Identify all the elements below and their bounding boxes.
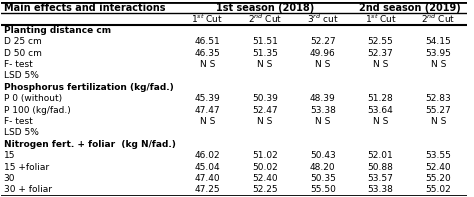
Text: 51.35: 51.35: [252, 49, 278, 58]
Text: 47.40: 47.40: [194, 174, 220, 183]
Text: D 25 cm: D 25 cm: [4, 37, 41, 46]
Text: N S: N S: [257, 60, 273, 69]
Text: N S: N S: [315, 117, 330, 126]
Text: LSD 5%: LSD 5%: [4, 72, 38, 80]
Text: 52.40: 52.40: [252, 174, 278, 183]
Text: 52.55: 52.55: [368, 37, 393, 46]
Text: 50.02: 50.02: [252, 163, 278, 172]
Text: 52.27: 52.27: [310, 37, 336, 46]
Text: 2$^{nd}$ Cut: 2$^{nd}$ Cut: [248, 13, 282, 25]
Text: 52.25: 52.25: [252, 185, 278, 194]
Text: N S: N S: [200, 117, 215, 126]
Text: 49.96: 49.96: [310, 49, 336, 58]
Text: 2nd season (2019): 2nd season (2019): [359, 3, 460, 13]
Text: 50.43: 50.43: [310, 151, 336, 160]
Text: 2$^{nd}$ Cut: 2$^{nd}$ Cut: [421, 13, 456, 25]
Text: 30: 30: [4, 174, 15, 183]
Text: 55.20: 55.20: [426, 174, 451, 183]
Text: N S: N S: [257, 117, 273, 126]
Text: N S: N S: [431, 117, 446, 126]
Text: 55.02: 55.02: [426, 185, 451, 194]
Text: 53.57: 53.57: [368, 174, 393, 183]
Text: 1$^{st}$ Cut: 1$^{st}$ Cut: [365, 13, 397, 25]
Text: 52.47: 52.47: [252, 106, 278, 115]
Text: 53.64: 53.64: [368, 106, 393, 115]
Text: 55.27: 55.27: [426, 106, 451, 115]
Text: 50.88: 50.88: [368, 163, 393, 172]
Text: 46.35: 46.35: [194, 49, 220, 58]
Text: 53.95: 53.95: [426, 49, 451, 58]
Text: 3$^{rd}$ cut: 3$^{rd}$ cut: [307, 13, 338, 25]
Text: 48.39: 48.39: [310, 94, 336, 103]
Text: 45.39: 45.39: [194, 94, 220, 103]
Text: 1st season (2018): 1st season (2018): [216, 3, 314, 13]
Text: N S: N S: [431, 60, 446, 69]
Text: F- test: F- test: [4, 117, 32, 126]
Text: 51.02: 51.02: [252, 151, 278, 160]
Text: 52.40: 52.40: [426, 163, 451, 172]
Text: 52.83: 52.83: [426, 94, 451, 103]
Text: 53.55: 53.55: [426, 151, 451, 160]
Text: 46.02: 46.02: [194, 151, 220, 160]
Text: 51.28: 51.28: [368, 94, 393, 103]
Text: 54.15: 54.15: [426, 37, 451, 46]
Text: 51.51: 51.51: [252, 37, 278, 46]
Text: N S: N S: [315, 60, 330, 69]
Text: N S: N S: [373, 60, 388, 69]
Text: 15: 15: [4, 151, 15, 160]
Text: 47.25: 47.25: [194, 185, 220, 194]
Text: 30 + foliar: 30 + foliar: [4, 185, 52, 194]
Text: P 100 (kg/fad.): P 100 (kg/fad.): [4, 106, 71, 115]
Text: 15 +foliar: 15 +foliar: [4, 163, 49, 172]
Text: D 50 cm: D 50 cm: [4, 49, 42, 58]
Text: Planting distance cm: Planting distance cm: [4, 26, 111, 35]
Text: Main effects and interactions: Main effects and interactions: [4, 3, 165, 13]
Text: 48.20: 48.20: [310, 163, 336, 172]
Text: 53.38: 53.38: [310, 106, 336, 115]
Text: 50.39: 50.39: [252, 94, 278, 103]
Text: 1$^{st}$ Cut: 1$^{st}$ Cut: [191, 13, 223, 25]
Text: 52.37: 52.37: [368, 49, 393, 58]
Text: 55.50: 55.50: [310, 185, 336, 194]
Text: 52.01: 52.01: [368, 151, 393, 160]
Text: F- test: F- test: [4, 60, 32, 69]
Text: N S: N S: [200, 60, 215, 69]
Text: Phosphorus fertilization (kg/fad.): Phosphorus fertilization (kg/fad.): [4, 83, 173, 92]
Text: P 0 (without): P 0 (without): [4, 94, 62, 103]
Text: 46.51: 46.51: [194, 37, 220, 46]
Text: 47.47: 47.47: [194, 106, 220, 115]
Text: Nitrogen fert. + foliar  (kg N/fad.): Nitrogen fert. + foliar (kg N/fad.): [4, 140, 175, 149]
Text: 45.04: 45.04: [194, 163, 220, 172]
Text: 53.38: 53.38: [368, 185, 393, 194]
Text: LSD 5%: LSD 5%: [4, 128, 38, 138]
Text: 50.35: 50.35: [310, 174, 336, 183]
Text: N S: N S: [373, 117, 388, 126]
